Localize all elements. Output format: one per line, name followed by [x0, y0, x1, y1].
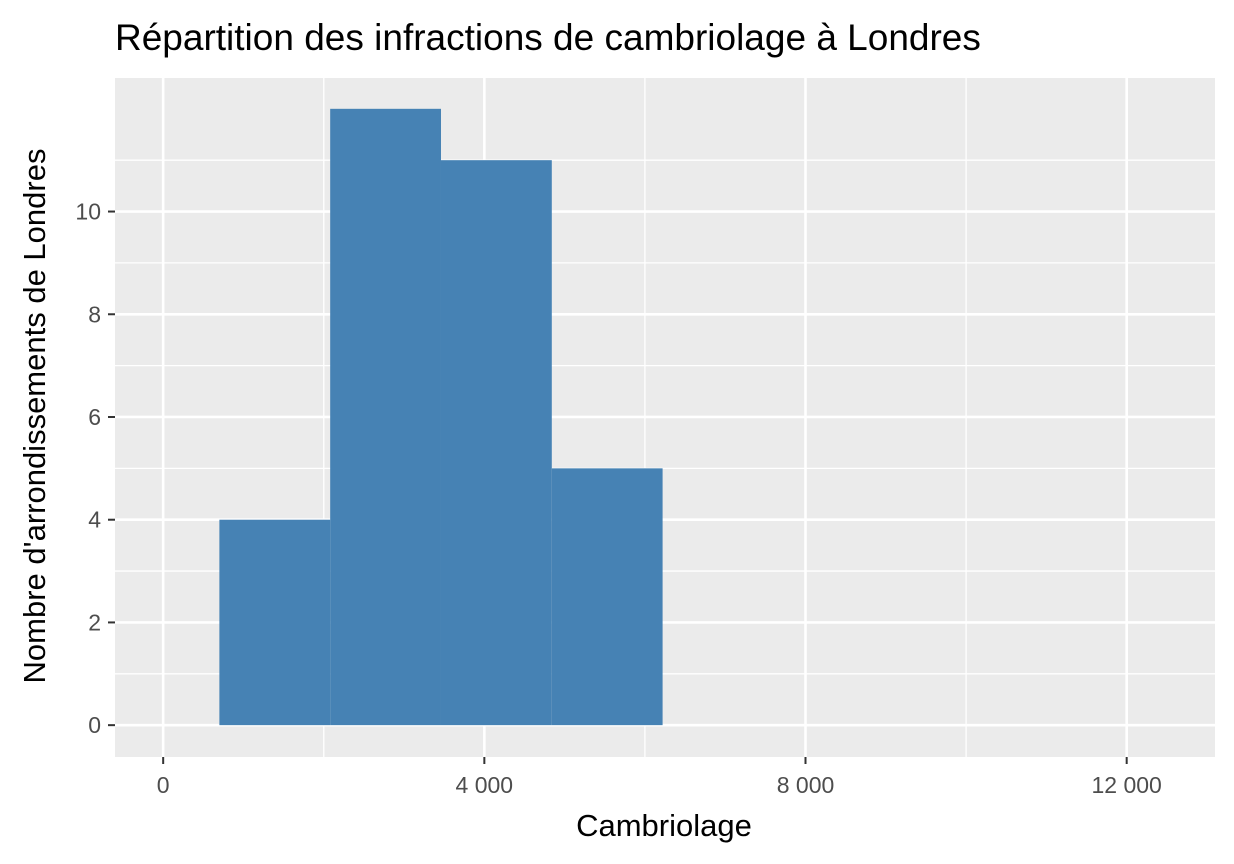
y-tick-label: 8 [88, 301, 101, 327]
x-axis: 0 4 000 8 000 12 000 [157, 757, 1162, 798]
x-tick-label: 12 000 [1091, 772, 1161, 798]
histogram-bar [551, 468, 663, 726]
y-axis: 0 2 4 6 8 10 [75, 199, 115, 738]
y-tick-label: 6 [88, 404, 101, 430]
y-tick-label: 10 [75, 199, 101, 225]
x-tick-label: 0 [157, 772, 170, 798]
y-tick-label: 4 [88, 507, 101, 533]
chart-title: Répartition des infractions de cambriola… [115, 17, 981, 58]
y-tick-label: 2 [88, 609, 101, 635]
x-axis-title: Cambriolage [576, 808, 752, 843]
x-tick-label: 8 000 [777, 772, 835, 798]
histogram-bars [219, 108, 663, 726]
y-axis-title: Nombre d'arrondissements de Londres [17, 149, 52, 684]
x-tick-label: 4 000 [456, 772, 514, 798]
histogram-bar [330, 108, 441, 726]
histogram-bar [440, 160, 552, 726]
y-tick-label: 0 [88, 712, 101, 738]
histogram-bar [219, 519, 331, 726]
